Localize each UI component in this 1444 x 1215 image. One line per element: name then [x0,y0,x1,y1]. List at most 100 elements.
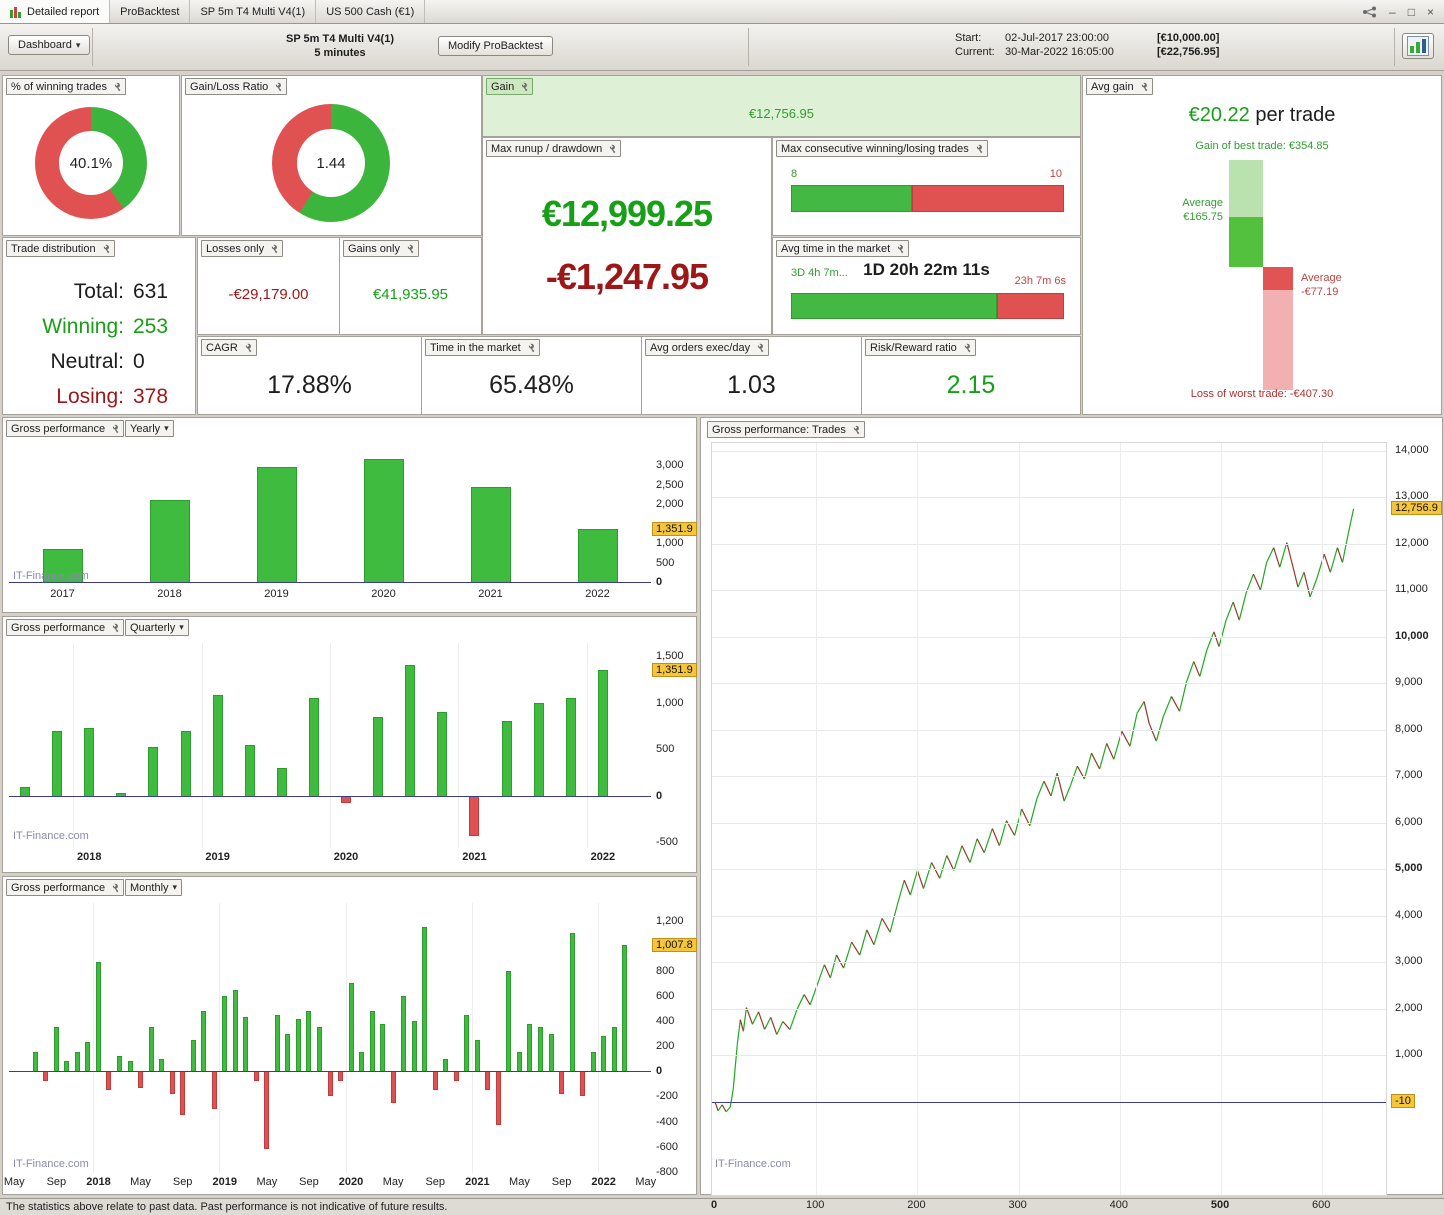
gross-performance-settings[interactable]: Gross performance [6,879,125,896]
bar [506,970,512,1072]
time-in-market-value: 65.48% [489,371,574,399]
x-axis-label: 2019 [205,851,230,863]
tab-probacktest[interactable]: ProBacktest [110,0,191,23]
period-select-yearly[interactable]: Yearly ▾ [125,420,174,437]
y-axis-label: 1,000 [656,696,684,709]
total-value: 631 [133,280,169,303]
period-select-quarterly[interactable]: Quarterly ▾ [125,619,189,636]
losing-value: 378 [133,385,169,408]
cagr-settings[interactable]: CAGR [201,339,257,356]
winning-trades-donut: 40.1% [35,107,147,219]
consecutive-trades-settings[interactable]: Max consecutive winning/losing trades [776,140,988,157]
minimize-icon[interactable]: – [1389,4,1396,19]
bar [253,1071,259,1082]
tab-label: US 500 Cash (€1) [326,5,415,18]
avg-orders-settings[interactable]: Avg orders exec/day [645,339,770,356]
bar [180,1071,186,1116]
gridline [345,903,347,1173]
close-icon[interactable]: × [1426,4,1434,19]
losses-only-settings[interactable]: Losses only [201,240,284,257]
consecutive-win-bar [791,185,913,212]
y-axis: 14,000 13,000 12,000 11,000 10,000 9,000 8,000… [1390,442,1442,1196]
gain-value: €12,756.95 [748,106,815,121]
chart-view-button[interactable] [1402,33,1434,59]
bar [95,962,101,1072]
y-axis-label: 8,000 [1395,722,1423,735]
chart-icon [1407,36,1429,56]
bar [127,1061,133,1072]
neutral-value: 0 [133,350,145,373]
average-label: Average [1182,197,1223,209]
panel-title: Risk/Reward ratio [870,341,957,354]
dashboard-dropdown[interactable]: Dashboard ▾ [8,35,91,55]
gain-loss-ratio-settings[interactable]: Gain/Loss Ratio [185,78,288,95]
gross-performance-settings[interactable]: Gross performance [6,420,125,437]
modify-probacktest-button[interactable]: Modify ProBacktest [438,36,553,56]
zero-line [712,1101,1386,1103]
gain-settings[interactable]: Gain [486,78,534,95]
gridline [712,497,1386,499]
chevron-down-icon: ▾ [75,39,81,50]
winning-trades-settings[interactable]: % of winning trades [6,78,126,95]
tab-strategy[interactable]: SP 5m T4 Multi V4(1) [190,0,317,23]
losing-row: Losing: 378 [3,379,185,414]
y-axis-label: 500 [656,556,675,569]
bar [516,1052,522,1072]
y-axis: 1,200 800 600 400 200 0 -200 -400 -600 -800 1,007.… [651,903,697,1178]
risk-reward-panel: Risk/Reward ratio 2.15 [861,336,1081,415]
tab-detailed-report[interactable]: Detailed report [0,0,111,23]
bar [369,1011,375,1072]
x-axis-label: 300 [1008,1199,1027,1211]
chevron-down-icon: ▾ [179,622,184,632]
y-axis-label: -600 [656,1140,679,1153]
y-axis-label: 6,000 [1395,815,1423,828]
bar [559,1071,565,1094]
panel-title: CAGR [206,341,238,354]
plot-area[interactable] [711,442,1387,1196]
trade-distribution-settings[interactable]: Trade distribution [6,240,115,257]
avg-gain-settings[interactable]: Avg gain [1086,78,1153,95]
maximize-icon[interactable]: □ [1407,4,1415,19]
bar [432,1071,438,1091]
panel-title: Max runup / drawdown [491,142,603,155]
wrench-icon [853,425,860,434]
x-axis-label: May [3,1176,25,1188]
x-axis-label: 2021 [478,588,503,600]
tab-instrument[interactable]: US 500 Cash (€1) [316,0,426,23]
bar [42,548,83,583]
avg-orders-panel: Avg orders exec/day 1.03 [641,336,862,415]
modify-probacktest-label: Modify ProBacktest [448,40,543,52]
gross-performance-trades-settings[interactable]: Gross performance: Trades [707,421,865,438]
y-axis-label: 5,000 [1395,862,1423,875]
panel-title: Max consecutive winning/losing trades [781,142,969,155]
current-value-chip: 1,007.8 [652,937,697,952]
consecutive-bar [791,185,1064,212]
bar [308,697,319,796]
risk-reward-settings[interactable]: Risk/Reward ratio [865,339,976,356]
wrench-icon [976,144,983,153]
x-axis-label: 500 [1210,1199,1230,1211]
y-axis-label: 12,000 [1395,536,1429,549]
bar [212,695,223,796]
gross-performance-settings[interactable]: Gross performance [6,619,125,636]
time-in-market-settings[interactable]: Time in the market [425,339,540,356]
current-label: Current: [955,46,995,58]
share-icon[interactable] [1362,6,1377,18]
gain-loss-ratio-value: 1.44 [316,154,346,172]
max-drawdown-value: -€1,247.95 [545,256,709,297]
plot-area[interactable] [9,903,651,1173]
period-select-monthly[interactable]: Monthly ▾ [125,879,183,896]
plot-area[interactable] [9,444,651,584]
runup-drawdown-settings[interactable]: Max runup / drawdown [486,140,622,157]
gains-only-settings[interactable]: Gains only [343,240,419,257]
risk-reward-value: 2.15 [946,371,996,399]
plot-area[interactable] [9,643,651,848]
equity-curve [714,508,1355,1113]
bar [138,1071,144,1088]
gridline [1221,443,1223,1195]
max-runup-value: €12,999.25 [541,193,713,234]
avg-time-settings[interactable]: Avg time in the market [776,240,910,257]
bar [222,995,228,1072]
wrench-icon [271,244,278,253]
x-axis-label: May [635,1176,657,1188]
